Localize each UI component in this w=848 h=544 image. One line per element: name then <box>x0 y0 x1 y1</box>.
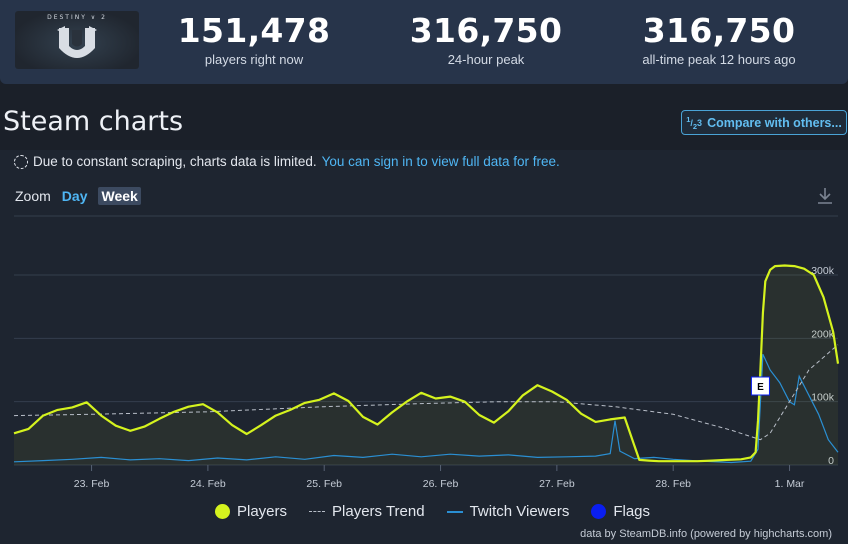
y-tick-label: 300k <box>811 265 835 277</box>
sign-in-link[interactable]: You can sign in to view full data for fr… <box>321 154 560 169</box>
compare-button[interactable]: 1/23 Compare with others... <box>681 110 847 135</box>
fraction-icon: 1/23 <box>686 114 703 131</box>
destiny-2-emblem-icon <box>57 26 97 58</box>
logo-wordmark: DESTINY ∨ 2 <box>47 14 107 21</box>
page-title: Steam charts <box>3 106 184 137</box>
x-tick-label: 26. Feb <box>423 478 459 490</box>
current-players-label: players right now <box>204 52 304 67</box>
current-players-value: 151,478 <box>177 11 331 50</box>
peak-24h-label: 24-hour peak <box>447 52 525 67</box>
trend-line-icon <box>309 511 326 512</box>
all-time-peak-label: all-time peak 12 hours ago <box>642 52 796 67</box>
players-area <box>14 265 838 465</box>
x-tick-label: 23. Feb <box>74 478 110 490</box>
chart-legend: Players Players Trend Twitch Viewers Fla… <box>215 503 650 520</box>
fraction-right: 3 <box>697 117 703 128</box>
twitch-viewers-line <box>13 353 839 464</box>
compare-button-label: Compare with others... <box>707 115 842 130</box>
x-tick-label: 27. Feb <box>539 478 575 490</box>
stat-24h-peak: 316,750 24-hour peak <box>381 11 591 68</box>
flags-dot-icon <box>591 504 607 519</box>
notice-text: Due to constant scraping, charts data is… <box>33 154 317 169</box>
zoom-controls: Zoom Day Week <box>15 187 141 205</box>
stat-all-time-peak: 316,750 all-time peak 12 hours ago <box>614 11 824 68</box>
legend-flags[interactable]: Flags <box>591 503 650 520</box>
x-tick-label: 28. Feb <box>655 478 691 490</box>
stat-current-players: 151,478 players right now <box>149 11 359 68</box>
zoom-label: Zoom <box>15 188 51 204</box>
fraction-top: 1 <box>686 114 691 124</box>
y-tick-label: 200k <box>811 328 835 340</box>
legend-twitch-label: Twitch Viewers <box>469 503 570 520</box>
chart-credits[interactable]: data by SteamDB.info (powered by highcha… <box>580 528 832 540</box>
players-dot-icon <box>215 504 230 519</box>
players-line <box>13 264 840 463</box>
flag-box[interactable] <box>750 376 770 396</box>
zoom-day-button[interactable]: Day <box>61 188 88 204</box>
y-tick-label: 100k <box>811 392 835 404</box>
zoom-week-button[interactable]: Week <box>98 187 141 205</box>
legend-players[interactable]: Players <box>215 503 287 520</box>
players-chart[interactable]: 0 100k 200k 300k 23. Feb 24. Feb 25. Feb 26. Fe… <box>0 200 848 500</box>
legend-trend-label: Players Trend <box>332 503 425 520</box>
players-trend-line <box>13 344 839 441</box>
legend-flags-label: Flags <box>613 503 651 520</box>
x-tick-label: 24. Feb <box>190 478 226 490</box>
x-tick-label: 1. Mar <box>775 478 805 490</box>
loading-circle-icon <box>14 154 28 169</box>
flag-marker: E <box>750 376 770 396</box>
fraction-bottom: 2 <box>692 121 698 131</box>
stats-header: DESTINY ∨ 2 151,478 players right now 31… <box>0 0 848 84</box>
peak-24h-value: 316,750 <box>409 11 563 50</box>
scraping-notice: Due to constant scraping, charts data is… <box>14 154 560 169</box>
legend-players-label: Players <box>237 503 288 520</box>
y-tick-label: 0 <box>828 455 834 467</box>
download-icon[interactable] <box>816 186 834 206</box>
twitch-line-icon <box>446 510 463 513</box>
all-time-peak-value: 316,750 <box>642 11 796 50</box>
flag-label: E <box>757 382 764 393</box>
legend-twitch[interactable]: Twitch Viewers <box>446 503 570 520</box>
game-logo[interactable]: DESTINY ∨ 2 <box>15 11 139 69</box>
x-tick-label: 25. Feb <box>306 478 342 490</box>
legend-trend[interactable]: Players Trend <box>309 503 425 520</box>
